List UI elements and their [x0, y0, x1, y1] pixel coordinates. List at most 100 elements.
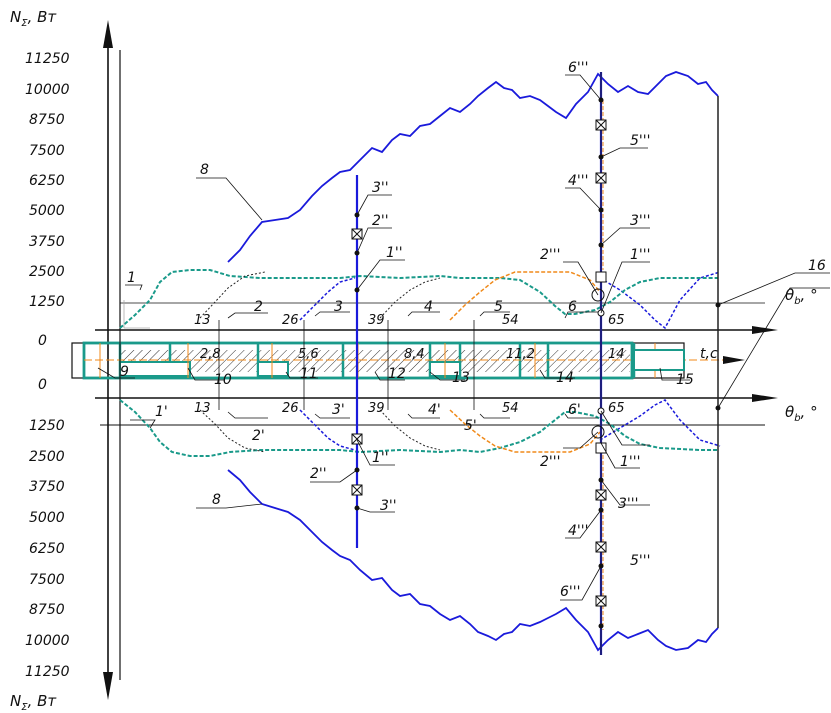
time-mark-label: 26	[282, 401, 299, 416]
curve-4-top	[379, 277, 441, 319]
label-6: 6	[568, 299, 577, 315]
label-16: 16	[808, 258, 826, 274]
shaft-value: 8,4	[404, 347, 425, 362]
label-1-prime: 1'	[155, 404, 168, 420]
tick-label: 10000	[25, 633, 70, 649]
time-marks	[119, 320, 475, 410]
section-line-54	[591, 72, 607, 655]
label-4: 4	[424, 299, 433, 315]
curve-3-bottom	[299, 409, 356, 451]
tick-label: 11250	[25, 51, 70, 67]
tick-label: 6250	[29, 173, 65, 189]
label-5: 5	[494, 299, 503, 315]
label-5ppp: 5'''	[630, 133, 650, 149]
tick-label: 8750	[29, 602, 65, 618]
label-2ppp: 2'''	[540, 247, 560, 263]
time-mark-label: 65	[608, 313, 625, 328]
up-arrow-icon	[103, 20, 113, 48]
tick-label: 2500	[29, 264, 65, 280]
label-1ppp-bottom: 1'''	[620, 454, 640, 470]
label-9: 9	[120, 364, 129, 380]
theta-axis-bottom	[95, 394, 778, 402]
label-5-prime: 5'	[464, 418, 477, 434]
curve-4-bottom	[379, 409, 441, 451]
time-mark-label: 13	[194, 401, 211, 416]
leaders-top	[125, 74, 830, 409]
tick-label: 3750	[29, 479, 65, 495]
tick-label: 3750	[29, 234, 65, 250]
shaft-value: 14	[608, 347, 625, 362]
label-3ppp-bottom: 3'''	[618, 496, 638, 512]
label-2ppp-bottom: 2'''	[540, 454, 560, 470]
label-5ppp-bottom: 5'''	[630, 553, 650, 569]
curve-8-top	[227, 71, 719, 263]
label-3: 3	[334, 299, 343, 315]
curve-8-bottom	[227, 469, 719, 652]
tick-label: 5000	[29, 510, 65, 526]
label-14: 14	[556, 370, 574, 386]
label-1ppp: 1'''	[630, 247, 650, 263]
label-1pp: 1''	[386, 245, 403, 261]
label-1pp-bottom: 1''	[372, 450, 389, 466]
time-mark-label: 13	[194, 313, 211, 328]
label-3pp-bottom: 3''	[380, 498, 397, 514]
label-8: 8	[200, 162, 209, 178]
curve-6-bottom	[599, 399, 721, 447]
label-15: 15	[676, 372, 694, 388]
time-mark-label: 65	[608, 401, 625, 416]
label-11: 11	[300, 366, 318, 382]
zero-label-top: 0	[38, 333, 47, 349]
label-3-prime: 3'	[332, 402, 345, 418]
curve-2-top	[199, 271, 266, 319]
label-3ppp: 3'''	[630, 213, 650, 229]
curve-5-top	[449, 271, 601, 321]
ticks-bottom: 1250 2500 3750 5000 6250 7500 8750 10000…	[25, 418, 70, 680]
label-10: 10	[214, 372, 232, 388]
curve-2-bottom	[199, 409, 266, 453]
time-mark-label: 39	[368, 313, 385, 328]
y-axis-label-bottom: NΣ, Вт	[10, 692, 57, 713]
time-mark-label: 39	[368, 401, 385, 416]
y-axis-label-top: NΣ, Вт	[10, 8, 57, 29]
tick-label: 1250	[29, 418, 65, 434]
theta-label-bottom: θb, °	[785, 403, 818, 424]
label-13: 13	[452, 370, 470, 386]
label-2: 2	[254, 299, 263, 315]
zero-label-bottom: 0	[38, 377, 47, 393]
label-8-bottom: 8	[212, 492, 221, 508]
tick-label: 1250	[29, 294, 65, 310]
label-4ppp: 4'''	[568, 173, 588, 189]
tick-label: 5000	[29, 203, 65, 219]
label-1: 1	[127, 270, 136, 286]
label-12: 12	[388, 366, 406, 382]
label-2pp: 2''	[372, 213, 389, 229]
tick-label: 11250	[25, 664, 70, 680]
ticks-top: 11250 10000 8750 7500 6250 5000 3750 250…	[25, 51, 70, 310]
tick-label: 8750	[29, 112, 65, 128]
tick-label: 7500	[29, 143, 65, 159]
label-6ppp-bottom: 6'''	[560, 584, 580, 600]
label-2pp-bottom: 2''	[310, 466, 327, 482]
time-mark-label: 26	[282, 313, 299, 328]
label-6ppp: 6'''	[568, 60, 588, 76]
label-4ppp-bottom: 4'''	[568, 523, 588, 539]
curve-teal-top	[119, 269, 718, 329]
curve-3-top	[299, 277, 356, 321]
time-mark-label: 54	[502, 313, 519, 328]
tick-label: 2500	[29, 449, 65, 465]
tick-label: 7500	[29, 572, 65, 588]
leaders-bottom	[130, 410, 650, 601]
label-6-prime: 6'	[568, 402, 581, 418]
theta-label-top: θb, °	[785, 286, 818, 307]
curve-teal-bottom	[119, 399, 718, 457]
shaft-value: 11,2	[506, 347, 535, 362]
curve-5-bottom	[449, 409, 601, 453]
tick-label: 10000	[25, 82, 70, 98]
label-2-prime: 2'	[252, 428, 265, 444]
time-axis-label: t,c	[700, 346, 718, 362]
shaft-value: 2,8	[200, 347, 221, 362]
tick-label: 6250	[29, 541, 65, 557]
shaft-value: 5,6	[298, 347, 319, 362]
leaders-shaft	[97, 367, 690, 381]
